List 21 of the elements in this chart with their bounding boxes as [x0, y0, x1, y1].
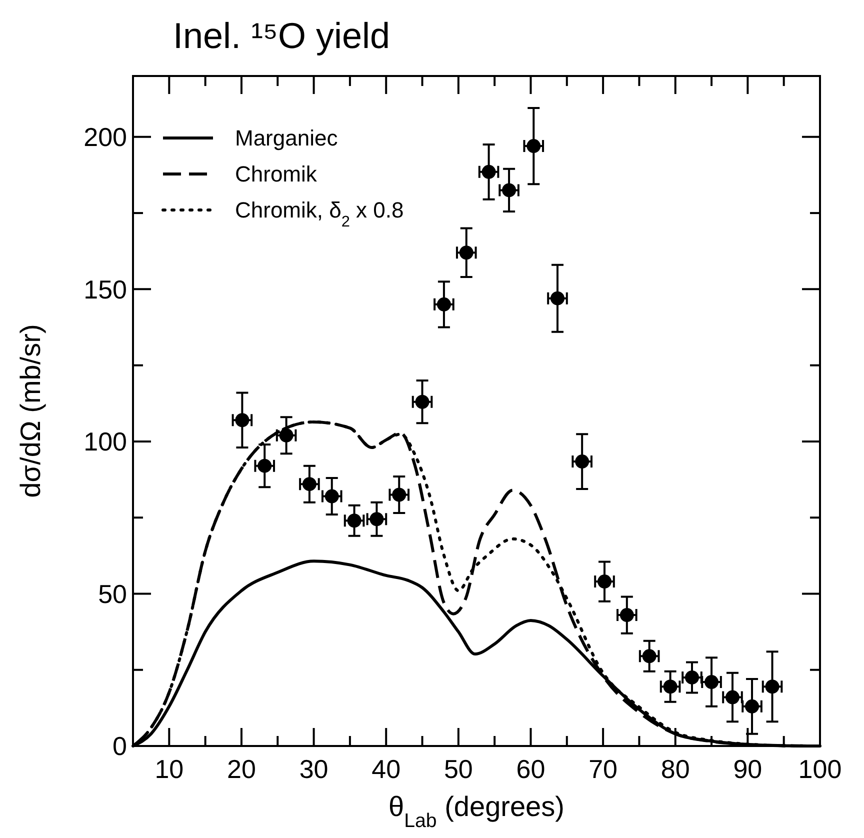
x-axis-title: θ$_{Lab}$ (degrees) — [388, 791, 564, 832]
x-tick-label: 70 — [588, 754, 618, 784]
y-tick-label: 50 — [98, 578, 127, 609]
x-tick-label: 30 — [299, 754, 328, 784]
y-axis-title: dσ/dΩ (mb/sr) — [15, 324, 46, 498]
y-tick-label: 100 — [84, 426, 127, 457]
chart-title: Inel. ¹⁵O yield — [173, 15, 390, 56]
y-tick-label: 0 — [112, 731, 127, 762]
legend-label: Marganiec — [235, 126, 338, 151]
x-tick-label: 10 — [154, 754, 184, 784]
legend-label: Chromik — [235, 162, 318, 187]
x-tick-label: 60 — [516, 754, 546, 784]
y-tick-label: 200 — [84, 122, 127, 152]
x-tick-label: 100 — [798, 754, 842, 784]
legend-label: Chromik, δ$_{2}$ x 0.8 — [235, 198, 404, 230]
x-tick-label: 50 — [444, 754, 473, 784]
y-tick-label: 150 — [84, 274, 127, 304]
x-tick-label: 20 — [227, 754, 256, 784]
x-tick-label: 90 — [733, 754, 762, 784]
x-tick-label: 80 — [660, 754, 690, 784]
x-tick-label: 40 — [372, 754, 401, 784]
